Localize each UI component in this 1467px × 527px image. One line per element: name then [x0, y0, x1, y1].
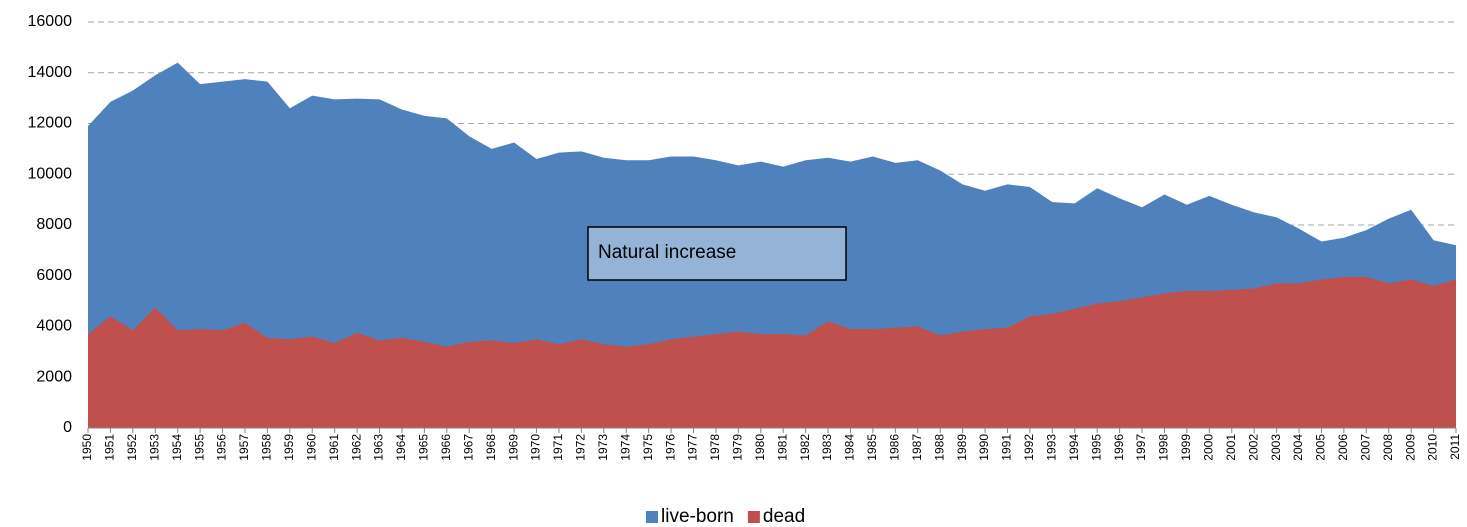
x-tick-label: 1989 — [955, 434, 969, 461]
x-tick-label: 1995 — [1089, 434, 1103, 461]
x-tick-label: 1954 — [170, 434, 184, 461]
x-tick-label: 2003 — [1269, 434, 1283, 461]
x-tick-label: 1960 — [304, 434, 318, 461]
x-tick-label: 2010 — [1426, 434, 1440, 461]
y-tick-label: 0 — [63, 419, 72, 436]
x-tick-label: 1979 — [731, 434, 745, 461]
x-tick-label: 2000 — [1201, 434, 1215, 461]
x-tick-label: 1964 — [394, 434, 408, 461]
y-tick-label: 2000 — [36, 368, 72, 385]
x-tick-label: 2008 — [1381, 434, 1395, 461]
x-tick-label: 1984 — [843, 434, 857, 461]
x-tick-label: 1971 — [551, 434, 565, 461]
x-tick-label: 1981 — [775, 434, 789, 461]
x-tick-label: 1991 — [1000, 434, 1014, 461]
x-tick-label: 2011 — [1448, 434, 1462, 460]
x-tick-label: 1992 — [1022, 434, 1036, 461]
x-tick-label: 1965 — [417, 434, 431, 461]
x-tick-label: 1950 — [80, 434, 94, 461]
x-tick-label: 2004 — [1291, 434, 1305, 461]
x-tick-label: 1972 — [574, 434, 588, 461]
x-tick-label: 1993 — [1044, 434, 1058, 461]
x-tick-label: 1973 — [596, 434, 610, 461]
x-tick-label: 1962 — [349, 434, 363, 461]
x-tick-label: 1986 — [888, 434, 902, 461]
x-tick-label: 1956 — [215, 434, 229, 461]
legend-swatch — [747, 511, 760, 523]
x-tick-label: 1969 — [506, 434, 520, 461]
x-tick-label: 1955 — [192, 434, 206, 461]
legend-label: live-born — [661, 506, 734, 527]
x-tick-label: 1985 — [865, 434, 879, 461]
x-tick-label: 1968 — [484, 434, 498, 461]
x-tick-label: 1966 — [439, 434, 453, 461]
area — [88, 277, 1456, 428]
x-tick-label: 1959 — [282, 434, 296, 461]
x-tick-label: 1961 — [327, 434, 341, 461]
x-tick-label: 2005 — [1314, 434, 1328, 461]
legend-label: dead — [763, 506, 805, 527]
x-tick-label: 1967 — [461, 434, 475, 461]
y-tick-label: 8000 — [36, 216, 72, 233]
x-tick-label: 1958 — [260, 434, 274, 461]
x-tick-label: 1957 — [237, 434, 251, 461]
y-tick-label: 16000 — [28, 13, 73, 30]
x-tick-label: 1982 — [798, 434, 812, 461]
x-tick-label: 1976 — [663, 434, 677, 461]
x-tick-label: 1952 — [125, 434, 139, 461]
y-tick-label: 10000 — [28, 165, 73, 182]
y-tick-label: 6000 — [36, 267, 72, 284]
x-tick-label: 1990 — [977, 434, 991, 461]
x-tick-label: 1963 — [372, 434, 386, 461]
x-tick-label: 1998 — [1157, 434, 1171, 461]
y-tick-label: 4000 — [36, 318, 72, 335]
x-tick-label: 1987 — [910, 434, 924, 461]
x-tick-label: 1953 — [147, 434, 161, 461]
x-tick-label: 1974 — [618, 434, 632, 461]
y-tick-label: 12000 — [28, 115, 73, 132]
x-tick-label: 1999 — [1179, 434, 1193, 461]
x-tick-label: 1997 — [1134, 434, 1148, 461]
x-tick-label: 1980 — [753, 434, 767, 461]
x-tick-label: 2006 — [1336, 434, 1350, 461]
y-tick-label: 14000 — [28, 64, 73, 81]
x-tick-label: 1996 — [1112, 434, 1126, 461]
x-tick-label: 2001 — [1224, 434, 1238, 461]
x-tick-label: 1951 — [103, 434, 117, 461]
x-tick-label: 1994 — [1067, 434, 1081, 461]
x-tick-label: 1977 — [686, 434, 700, 461]
x-tick-label: 1988 — [932, 434, 946, 461]
x-tick-label: 1978 — [708, 434, 722, 461]
x-tick-label: 2009 — [1403, 434, 1417, 461]
annotation-box — [587, 226, 847, 281]
x-tick-label: 1970 — [529, 434, 543, 461]
x-tick-label: 1975 — [641, 434, 655, 461]
legend-swatch — [646, 511, 658, 523]
x-tick-label: 2002 — [1246, 434, 1260, 461]
x-tick-label: 1983 — [820, 434, 834, 461]
x-tick-label: 2007 — [1358, 434, 1372, 461]
annotation: Natural increase — [598, 242, 736, 263]
